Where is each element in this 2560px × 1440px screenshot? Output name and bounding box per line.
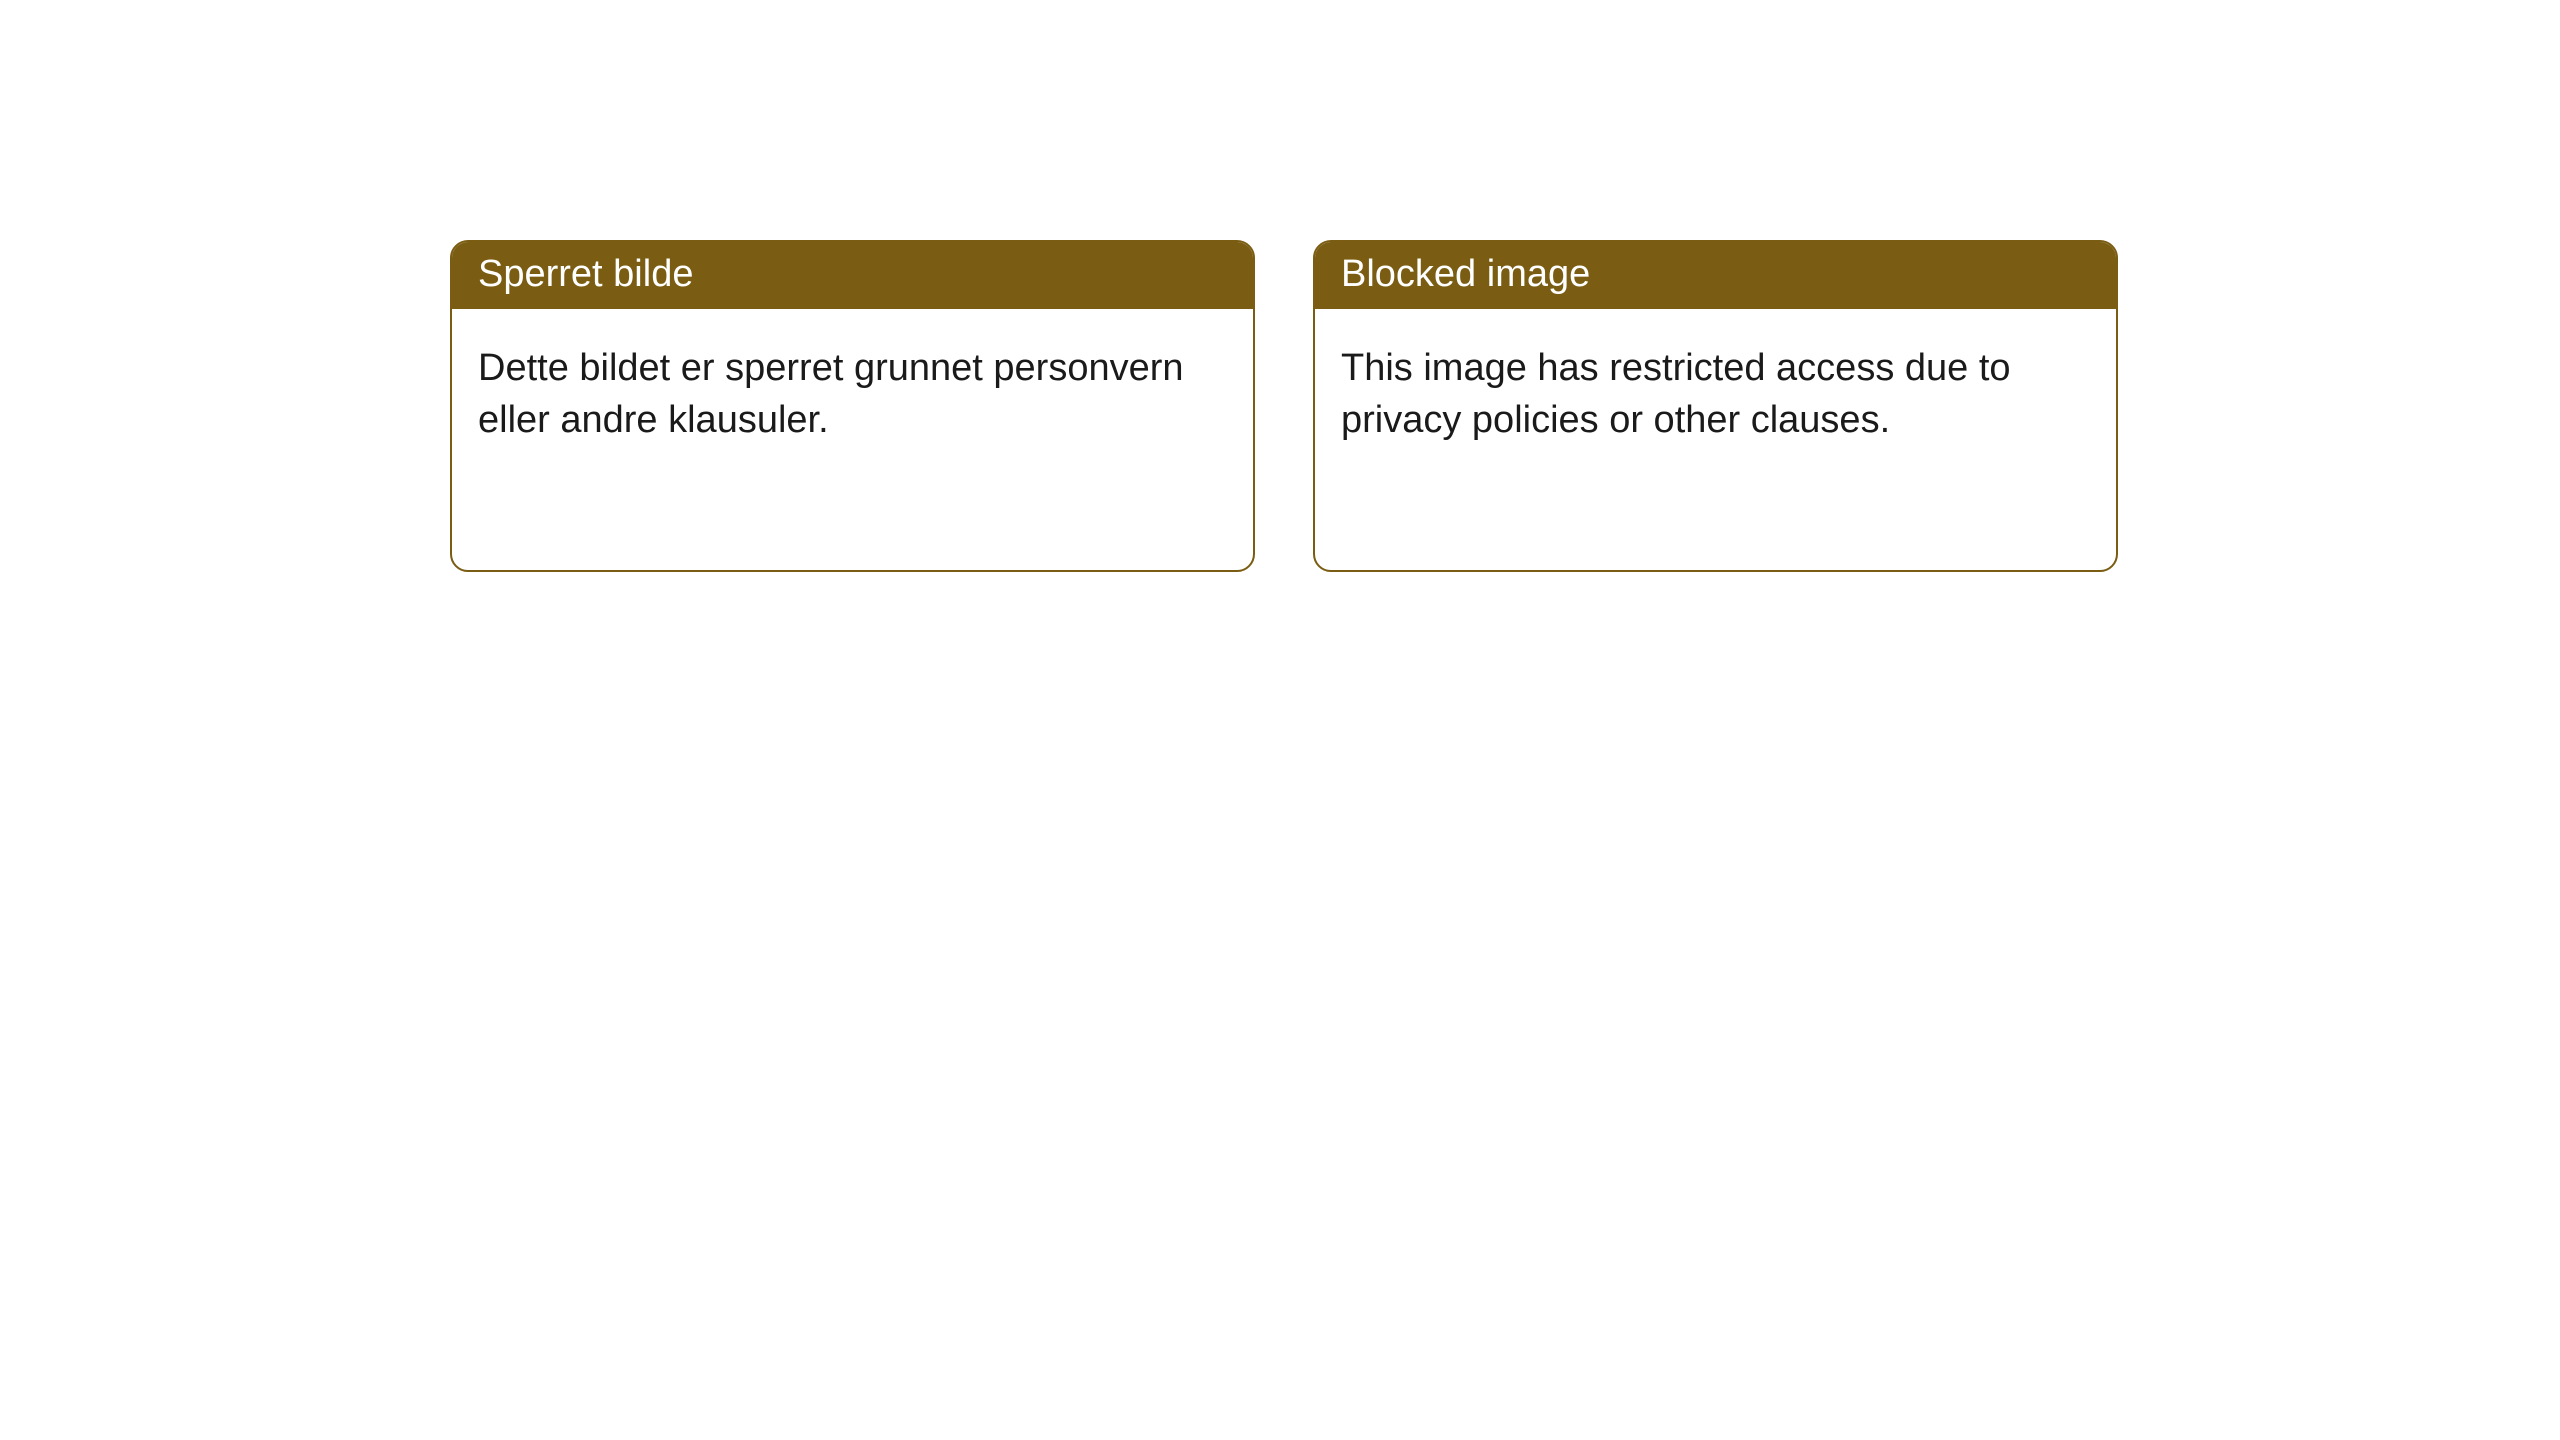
- card-header-norwegian: Sperret bilde: [452, 242, 1253, 309]
- blocked-image-card-english: Blocked image This image has restricted …: [1313, 240, 2118, 572]
- notice-container: Sperret bilde Dette bildet er sperret gr…: [0, 0, 2560, 572]
- card-body-english: This image has restricted access due to …: [1315, 309, 2116, 480]
- blocked-image-card-norwegian: Sperret bilde Dette bildet er sperret gr…: [450, 240, 1255, 572]
- card-body-norwegian: Dette bildet er sperret grunnet personve…: [452, 309, 1253, 480]
- card-header-english: Blocked image: [1315, 242, 2116, 309]
